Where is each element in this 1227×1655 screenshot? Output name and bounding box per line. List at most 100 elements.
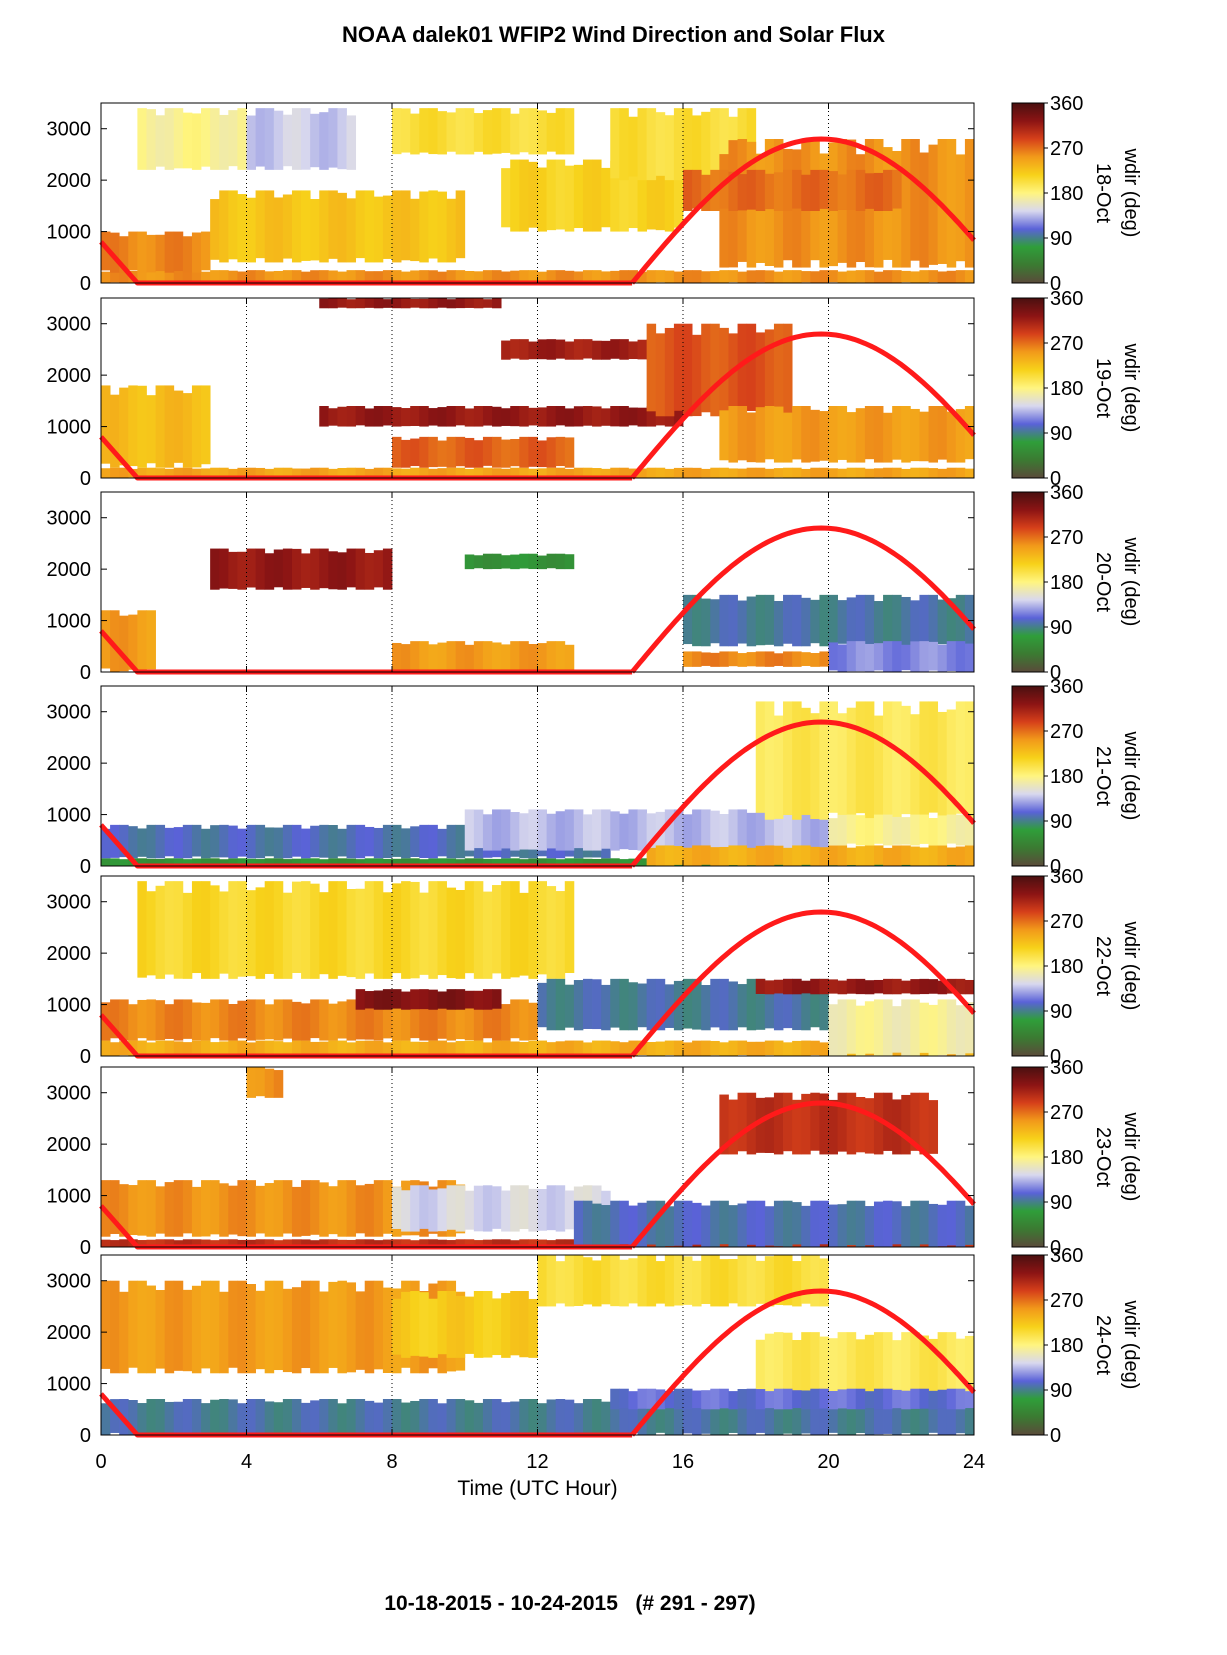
wdir-cell [773,271,784,283]
wdir-cell [655,270,666,283]
wdir-cell [355,270,366,283]
wdir-cell [773,653,784,666]
wdir-cell [810,978,820,1028]
wdir-cell [392,642,402,672]
wdir-cell [773,981,784,1031]
wdir-cell [910,846,920,866]
wdir-cell [210,1042,220,1056]
y-tick-label: 2000 [47,365,92,387]
wdir-cell [946,709,957,820]
wdir-cell [482,436,493,466]
wdir-cell [792,701,802,820]
wdir-cell [673,1200,684,1246]
wdir-cell [883,412,893,463]
wdir-cell [864,845,875,866]
wdir-cell [610,1402,620,1435]
wdir-cell [864,1391,875,1409]
wdir-cell [719,270,729,283]
wdir-cell [201,108,211,167]
wdir-cell [382,989,393,1010]
colorbar-label: wdir (deg) [1120,148,1142,238]
wdir-cell [328,551,338,590]
wdir-cell [964,1391,975,1409]
wdir-cell [801,468,811,478]
wdir-cell [683,270,693,283]
wdir-cell [846,1401,857,1435]
wdir-cell [619,1399,629,1435]
wdir-cell [473,298,484,309]
wdir-cell [137,231,147,273]
wdir-cell [582,814,593,851]
wdir-cell [719,594,729,647]
wdir-cell [601,809,611,849]
wdir-cell [955,270,966,283]
wdir-cell [264,1004,275,1040]
wdir-cell [373,196,384,263]
colorbar-tick-label: 0 [1050,662,1061,684]
wdir-cell [710,599,720,644]
colorbar-tick-label: 360 [1050,482,1083,504]
wdir-cell [464,809,475,851]
wdir-cell [801,652,811,666]
wdir-cell [137,467,147,478]
wdir-cell [191,1399,202,1435]
wdir-cell [201,1239,211,1247]
wdir-cell [701,845,711,865]
wdir-cell [855,1097,866,1153]
wdir-cell [819,814,829,849]
wdir-cell [673,846,684,865]
wdir-cell [892,1006,902,1053]
wdir-cell [783,270,793,283]
wdir-cell [373,1280,384,1370]
wdir-cell [901,705,911,815]
wdir-cell [301,881,311,979]
wdir-cell [228,1399,238,1435]
wdir-cell [255,270,266,283]
wdir-cell [537,440,547,468]
wdir-cell [328,825,338,859]
wdir-cell [473,858,484,866]
colorbar-tick-label: 360 [1050,288,1083,310]
wdir-cell [382,467,393,478]
wdir-cell [837,174,848,210]
wdir-cell [728,845,738,866]
wdir-cell [464,1040,475,1056]
wdir-cell [119,236,129,273]
wdir-cell [492,885,502,974]
wdir-cell [464,1296,475,1354]
wdir-cell [164,1239,175,1247]
wdir-cell [310,883,320,979]
wdir-cell [155,234,166,272]
wdir-cell [610,1200,620,1247]
wdir-cell [146,395,156,464]
wdir-cell [573,1403,584,1435]
wdir-cell [637,1388,648,1409]
wdir-cell [728,594,738,647]
wdir-cell [628,270,638,283]
wdir-cell [783,1388,793,1410]
solar-flux-curve-day [630,909,976,1058]
wdir-cell [155,1290,166,1369]
wdir-cell [464,990,475,1009]
wdir-cell [573,809,584,849]
wdir-cell [628,407,638,426]
wdir-cell [901,817,911,845]
wdir-cell [173,1240,184,1247]
wdir-cell [964,1399,975,1435]
wdir-cell [964,818,975,846]
wdir-cell [137,271,147,283]
wdir-cell [492,298,502,309]
wdir-cell [255,108,266,167]
wdir-cell [901,468,911,478]
heatmap [101,701,975,866]
colorbar-tick-label: 270 [1050,1290,1083,1312]
wdir-cell [382,999,393,1039]
wdir-cell [473,113,484,152]
wdir-cell [446,467,457,478]
wdir-cell [337,108,347,170]
wdir-cell [855,846,866,866]
wdir-cell [164,1182,175,1237]
wdir-cell [273,999,284,1041]
wdir-cell [828,845,838,866]
